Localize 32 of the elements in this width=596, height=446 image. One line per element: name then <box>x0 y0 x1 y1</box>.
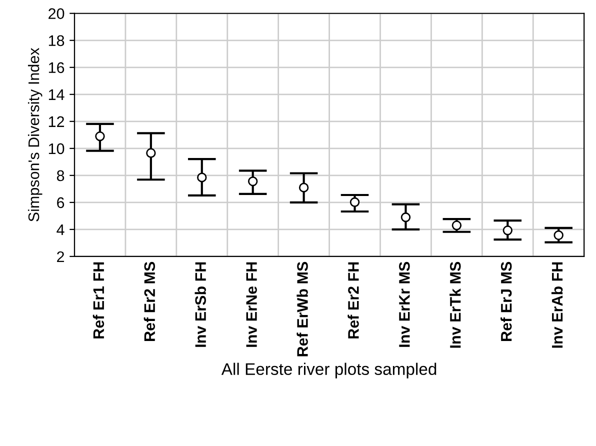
x-tick-label: Ref Er1 FH <box>92 262 104 338</box>
y-tick-label: 14 <box>48 89 64 100</box>
x-tick-label: Ref ErJ MS <box>500 262 512 341</box>
x-tick-label: Inv ErNe FH <box>246 262 257 347</box>
y-tick-label: 6 <box>57 197 64 208</box>
y-tick-label: 18 <box>48 35 64 46</box>
x-tick-label: Inv ErKr MS <box>399 262 410 347</box>
point <box>350 197 360 208</box>
x-tick-label: Ref Er2 MS <box>144 262 156 341</box>
point <box>146 148 156 158</box>
y-tick-label: 2 <box>57 251 64 262</box>
y-tick-label: 10 <box>48 143 64 154</box>
y-tick-label: 20 <box>48 8 64 20</box>
point <box>197 172 207 182</box>
x-tick-label: Ref ErWb MS <box>296 262 308 356</box>
point <box>400 212 411 222</box>
point <box>95 131 105 142</box>
x-axis-title: All Eerste river plots sampled <box>221 362 436 378</box>
y-axis-title: Simpson's Diversity Index <box>28 48 42 222</box>
x-tick-label: Inv ErAb FH <box>551 262 563 348</box>
point <box>248 176 258 186</box>
y-tick-label: 12 <box>48 116 64 127</box>
y-tick-label: 16 <box>48 62 64 74</box>
point <box>554 230 564 240</box>
y-tick-label: 4 <box>56 224 64 235</box>
y-tick-label: 8 <box>56 170 64 182</box>
x-tick-label: Inv ErTk MS <box>450 262 461 348</box>
point <box>452 220 462 230</box>
x-tick-label: Ref Er2 FH <box>348 262 359 338</box>
x-tick-label: Inv ErSb FH <box>194 262 206 347</box>
point <box>502 226 513 236</box>
point <box>298 182 309 192</box>
